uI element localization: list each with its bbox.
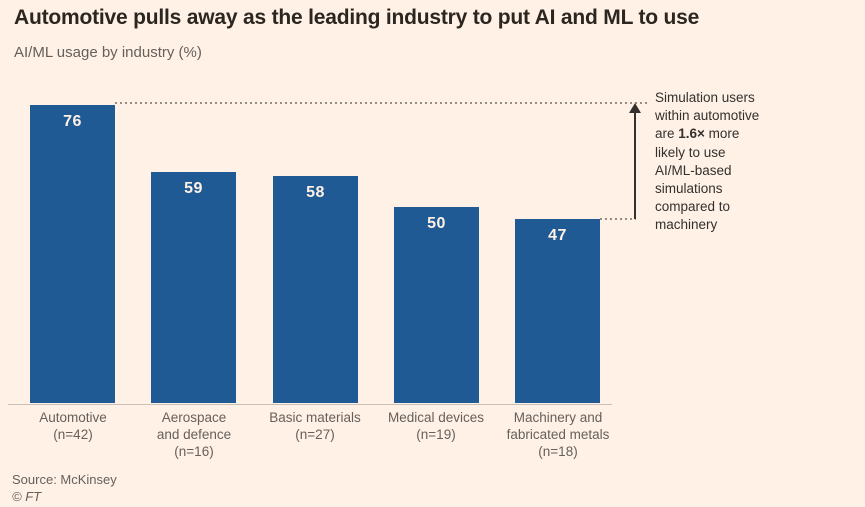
bar-aerospace: 59 <box>151 172 236 403</box>
bar-value-label: 59 <box>184 180 203 197</box>
category-label: Machinery and fabricated metals (n=18) <box>506 410 610 459</box>
chart-subtitle: AI/ML usage by industry (%) <box>14 44 202 61</box>
bar-chart-plot-area: 76 59 58 50 47 <box>30 105 600 403</box>
category-label: Aerospace and defence (n=16) <box>156 410 232 459</box>
annotation-line: Simulation users <box>655 90 755 105</box>
category-label: Medical devices (n=19) <box>387 410 485 442</box>
comparison-arrow-up-icon <box>629 103 641 113</box>
annotation-line: machinery <box>655 217 718 233</box>
annotation-text: Simulation users within automotive are 1.6… <box>655 89 861 235</box>
reference-dotted-line-bottom <box>600 218 636 220</box>
reference-dotted-line-top <box>115 102 648 104</box>
bar-basic-materials: 58 <box>273 176 358 403</box>
annotation-line: likely to use <box>655 144 726 160</box>
annotation-line: simulations <box>655 181 723 197</box>
bar-medical-devices: 50 <box>394 207 479 403</box>
category-label: Automotive (n=42) <box>39 410 107 442</box>
bar-value-label: 76 <box>63 113 82 130</box>
bar-value-label: 58 <box>306 184 325 201</box>
category-label: Basic materials (n=27) <box>269 410 361 442</box>
annotation-line: within automotive <box>655 108 760 124</box>
bar-value-label: 50 <box>427 215 446 232</box>
chart-title: Automotive pulls away as the leading ind… <box>14 6 700 29</box>
x-axis-line <box>8 404 612 405</box>
annotation-line: compared to <box>655 199 731 215</box>
annotation-line: AI/ML-based <box>655 162 732 178</box>
ft-credit: © FT <box>12 489 42 504</box>
source-label: Source: McKinsey <box>12 472 117 487</box>
annotation-line: are 1.6× more <box>655 126 740 142</box>
bar-value-label: 47 <box>548 227 567 244</box>
bar-automotive: 76 <box>30 105 115 403</box>
bar-machinery-and: 47 <box>515 219 600 403</box>
comparison-arrow-line <box>634 111 636 219</box>
